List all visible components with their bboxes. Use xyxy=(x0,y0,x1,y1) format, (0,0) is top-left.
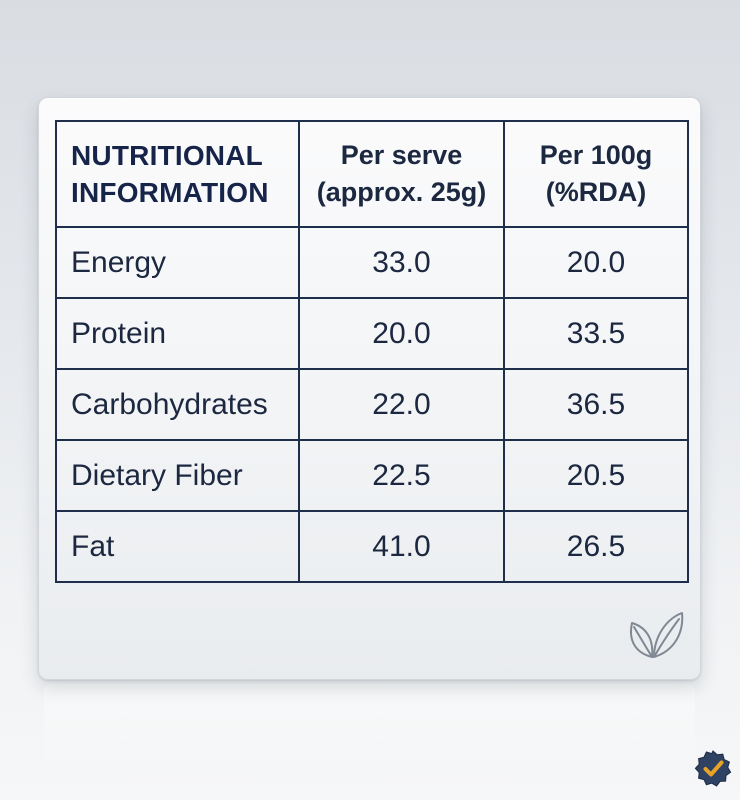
leaf-icon xyxy=(630,612,684,658)
row-label-protein: Protein xyxy=(55,297,300,370)
cell-per-serve: 22.0 xyxy=(298,368,505,441)
cell-per-serve: 20.0 xyxy=(298,297,505,370)
cell-per-100g: 36.5 xyxy=(503,368,689,441)
header-col2-line2: (approx. 25g) xyxy=(316,177,487,207)
table-row: Energy 33.0 20.0 xyxy=(55,226,689,299)
cell-per-serve: 33.0 xyxy=(298,226,505,299)
table-row: Fat 41.0 26.5 xyxy=(55,510,689,583)
cell-per-100g: 20.5 xyxy=(503,439,689,512)
nutrition-card: NUTRITIONAL INFORMATION Per serve (appro… xyxy=(38,97,701,680)
row-label-fat: Fat xyxy=(55,510,300,583)
row-label-energy: Energy xyxy=(55,226,300,299)
header-per-100g: Per 100g (%RDA) xyxy=(503,120,689,228)
header-col2-line1: Per serve xyxy=(340,140,463,170)
table-row: Dietary Fiber 22.5 20.5 xyxy=(55,439,689,512)
table-header-row: NUTRITIONAL INFORMATION Per serve (appro… xyxy=(55,120,689,228)
table-row: Carbohydrates 22.0 36.5 xyxy=(55,368,689,441)
table-row: Protein 20.0 33.5 xyxy=(55,297,689,370)
cell-per-100g: 33.5 xyxy=(503,297,689,370)
cell-per-100g: 20.0 xyxy=(503,226,689,299)
header-nutritional-information: NUTRITIONAL INFORMATION xyxy=(55,120,300,228)
header-col1-line2: INFORMATION xyxy=(71,177,269,208)
header-col3-line1: Per 100g xyxy=(539,140,653,170)
cell-per-serve: 22.5 xyxy=(298,439,505,512)
row-label-carbohydrates: Carbohydrates xyxy=(55,368,300,441)
verified-badge-icon xyxy=(694,750,732,787)
cell-per-100g: 26.5 xyxy=(503,510,689,583)
cell-per-serve: 41.0 xyxy=(298,510,505,583)
header-per-serve: Per serve (approx. 25g) xyxy=(298,120,505,228)
header-col1-line1: NUTRITIONAL xyxy=(71,140,263,171)
nutrition-table: NUTRITIONAL INFORMATION Per serve (appro… xyxy=(55,120,689,583)
card-reflection xyxy=(44,684,695,774)
row-label-dietary-fiber: Dietary Fiber xyxy=(55,439,300,512)
header-col3-line2: (%RDA) xyxy=(545,177,647,207)
